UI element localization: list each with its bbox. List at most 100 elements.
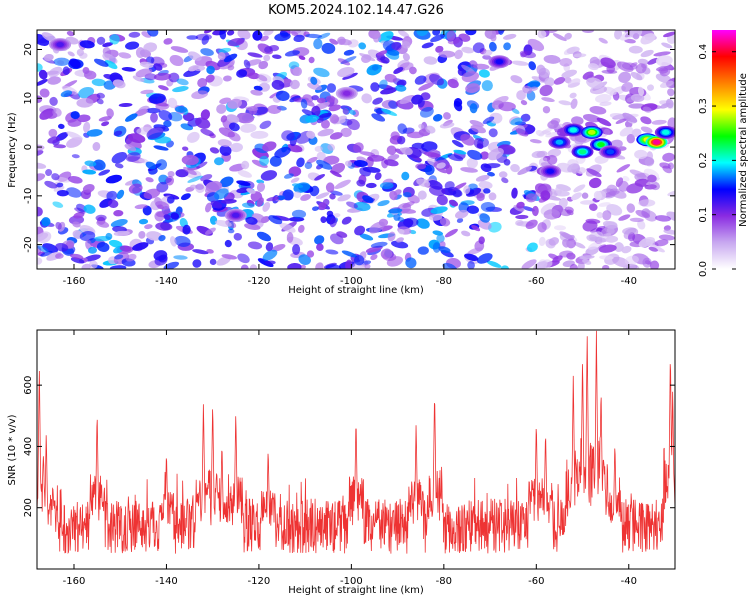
heatmap-cells [37,30,675,269]
heatmap-cell [138,231,146,239]
heatmap-cell [104,60,118,70]
heatmap-cell [655,215,671,222]
heatmap-cell [325,182,335,193]
heatmap-cell [415,163,427,170]
heatmap-cell [626,263,640,269]
heatmap-cell [647,57,660,65]
colorbar: 0.0 0.1 0.2 0.3 0.4 Normalized spectral ampl… [698,30,749,277]
heatmap-cell [282,189,294,201]
heatmap-cell [536,150,548,158]
heatmap-y-tick-label: 20 [23,43,34,56]
heatmap-cell [329,170,342,178]
heatmap-cell [465,83,481,93]
colorbar-tick-label: 0.1 [698,207,709,223]
heatmap-cell [659,162,671,169]
heatmap-cell [102,42,114,48]
heatmap-cell [529,139,542,144]
heatmap-cell [628,45,643,54]
colorbar-tick-label: 0.2 [698,152,709,168]
heatmap-cell [337,58,351,66]
heatmap-cell [629,217,644,223]
heatmap-cell [559,57,573,67]
heatmap-cell [260,170,278,181]
heatmap-cell [383,159,399,167]
heatmap-cell [517,166,532,175]
heatmap-cell [448,199,459,207]
heatmap-cell [37,206,43,217]
snr-x-tick-label: -100 [340,576,363,587]
heatmap-cell [401,40,411,49]
heatmap-cell [236,180,251,186]
heatmap-cell [589,106,607,115]
heatmap-cell [201,35,210,45]
heatmap-cell [40,250,53,257]
heatmap-cell [217,52,226,60]
heatmap-cell [537,30,547,39]
heatmap-cell [158,110,173,121]
heatmap-cell [570,98,578,109]
heatmap-cell [377,200,390,207]
heatmap-cell [515,128,529,137]
heatmap-cell [370,254,378,261]
heatmap-cell [147,30,159,37]
heatmap-cell [264,260,276,265]
heatmap-cell [582,114,601,123]
heatmap-cell [287,262,302,269]
heatmap-cell [663,229,675,235]
heatmap-cell [60,90,73,98]
heatmap-cell [349,109,356,116]
heatmap-cell [243,59,251,69]
heatmap-cell [389,190,398,201]
heatmap-cell [436,194,448,206]
heatmap-cell [624,255,639,266]
heatmap-cell [246,188,256,194]
heatmap-cell [546,154,558,165]
heatmap-cell [266,196,280,202]
heatmap-cell [647,174,657,183]
heatmap-cell [169,236,177,247]
heatmap-cell [206,65,215,75]
heatmap-cell [125,152,141,162]
heatmap-cell [510,75,523,84]
heatmap-cell [616,164,631,173]
heatmap-cell [37,245,49,253]
heatmap-cell [67,51,75,57]
heatmap-cell [359,53,376,62]
heatmap-cell [476,253,493,264]
heatmap-cell [386,256,403,267]
heatmap-cell [463,185,471,195]
heatmap-cell [435,45,444,53]
heatmap-cell [483,49,493,57]
heatmap-cell [593,190,602,201]
heatmap-cell [528,61,536,71]
heatmap-cell [83,254,101,262]
heatmap-cell [318,202,327,210]
heatmap-cell [586,168,602,178]
heatmap-cell [298,55,306,60]
snr-y-tick-label: 600 [23,376,34,395]
heatmap-cell [667,88,675,97]
heatmap-cell [330,190,343,196]
heatmap-cell [436,234,445,243]
heatmap-cell [498,101,516,112]
snr-y-ticks: 200 400 600 [23,376,675,517]
heatmap-cell [465,30,477,36]
snr-y-tick-label: 200 [23,498,34,517]
heatmap-cell [223,53,238,63]
heatmap-cell [398,208,417,214]
heatmap-cell [461,230,471,237]
heatmap-cell [545,131,561,138]
heatmap-cell [233,232,242,241]
heatmap-cell [359,151,376,157]
heatmap-cell [182,146,189,151]
heatmap-cell [105,232,113,240]
heatmap-cell [262,141,277,152]
heatmap-cell [626,95,643,103]
heatmap-cell [300,194,312,201]
heatmap-cell [66,187,82,198]
heatmap-cell [163,261,180,269]
heatmap-cell [380,87,398,95]
heatmap-cell [563,47,576,55]
heatmap-cell [237,30,251,40]
heatmap-hotspot [546,168,554,174]
